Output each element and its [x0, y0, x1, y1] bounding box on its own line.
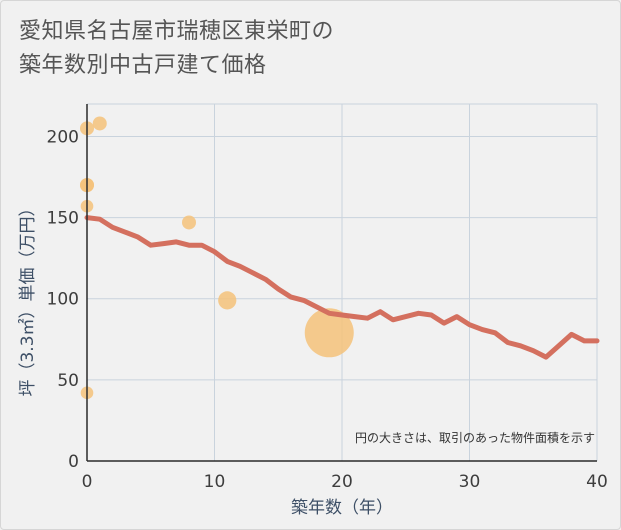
x-axis-label: 築年数（年）: [291, 498, 393, 518]
y-tick-label: 200: [47, 127, 79, 147]
x-tick-label: 40: [586, 472, 608, 492]
price-line: [84, 215, 600, 360]
y-tick-label: 0: [68, 452, 79, 472]
axes: [86, 104, 597, 462]
tick-labels: 0 10 20 30 40 0 50 100 150 200: [47, 127, 608, 492]
scatter-point: [304, 308, 354, 358]
chart-title: 愛知県名古屋市瑞穂区東栄町の 築年数別中古戸建て価格: [19, 15, 334, 83]
scatter-point: [92, 116, 107, 131]
bubble-size-note: 円の大きさは、取引のあった物件面積を示す: [355, 430, 595, 445]
chart-title-line-2: 築年数別中古戸建て価格: [19, 53, 267, 78]
y-tick-label: 50: [57, 371, 79, 391]
x-tick-label: 20: [331, 472, 353, 492]
x-tick-label: 10: [204, 472, 226, 492]
price-line-series: [84, 215, 600, 360]
y-axis-label: 坪（3.3㎡）単価（万円）: [18, 199, 38, 396]
scatter-point: [182, 215, 196, 230]
grid-lines: [87, 103, 598, 461]
y-tick-label: 150: [47, 209, 79, 229]
x-tick-label: 0: [82, 472, 93, 492]
chart-title-line-1: 愛知県名古屋市瑞穂区東栄町の: [19, 19, 335, 44]
y-tick-label: 100: [47, 290, 79, 310]
scatter-point: [218, 291, 237, 310]
x-tick-label: 30: [459, 472, 481, 492]
